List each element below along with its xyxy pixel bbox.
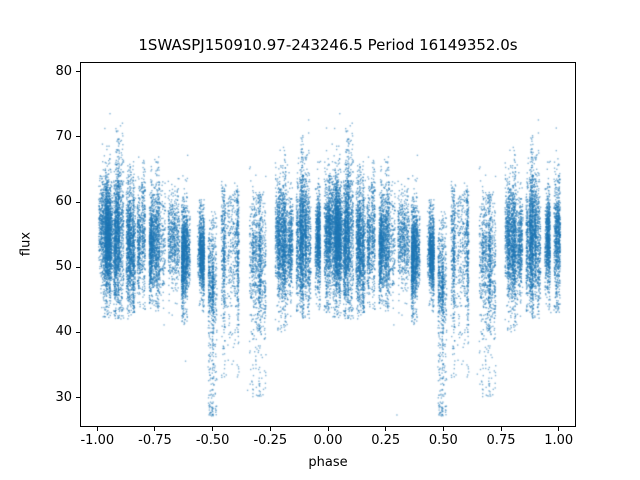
x-tick-label: 1.00 xyxy=(544,433,574,448)
y-tick-label: 70 xyxy=(55,128,72,144)
y-tick-label: 30 xyxy=(55,389,72,405)
x-tick-label: 0.25 xyxy=(371,433,401,448)
x-tick-label: 0.75 xyxy=(486,433,516,448)
x-tick-mark xyxy=(327,427,329,431)
y-tick-mark xyxy=(76,201,80,203)
x-tick-label: -0.25 xyxy=(253,433,288,448)
y-tick-mark xyxy=(76,266,80,268)
x-axis-label: phase xyxy=(308,455,348,470)
y-tick-label: 60 xyxy=(55,194,72,210)
x-tick-mark xyxy=(558,427,560,431)
chart-title: 1SWASPJ150910.97-243246.5 Period 1614935… xyxy=(138,36,518,54)
scatter-canvas xyxy=(81,63,575,426)
y-tick-mark xyxy=(76,397,80,399)
y-axis-label: flux xyxy=(18,231,34,257)
y-tick-label: 50 xyxy=(55,259,72,275)
x-tick-mark xyxy=(385,427,387,431)
x-tick-mark xyxy=(442,427,444,431)
plot-area xyxy=(80,62,576,427)
x-tick-mark xyxy=(269,427,271,431)
x-tick-mark xyxy=(96,427,98,431)
x-tick-label: -0.75 xyxy=(138,433,172,448)
y-tick-label: 80 xyxy=(55,63,72,79)
y-tick-mark xyxy=(76,71,80,73)
x-tick-mark xyxy=(500,427,502,431)
x-tick-label: -0.50 xyxy=(195,433,230,448)
x-tick-label: 0.00 xyxy=(313,433,343,448)
x-tick-mark xyxy=(154,427,156,431)
y-tick-label: 40 xyxy=(55,324,72,340)
y-tick-mark xyxy=(76,331,80,333)
x-tick-label: 0.50 xyxy=(428,433,458,448)
x-tick-label: -1.00 xyxy=(80,433,115,448)
x-tick-mark xyxy=(212,427,214,431)
y-tick-mark xyxy=(76,136,80,138)
